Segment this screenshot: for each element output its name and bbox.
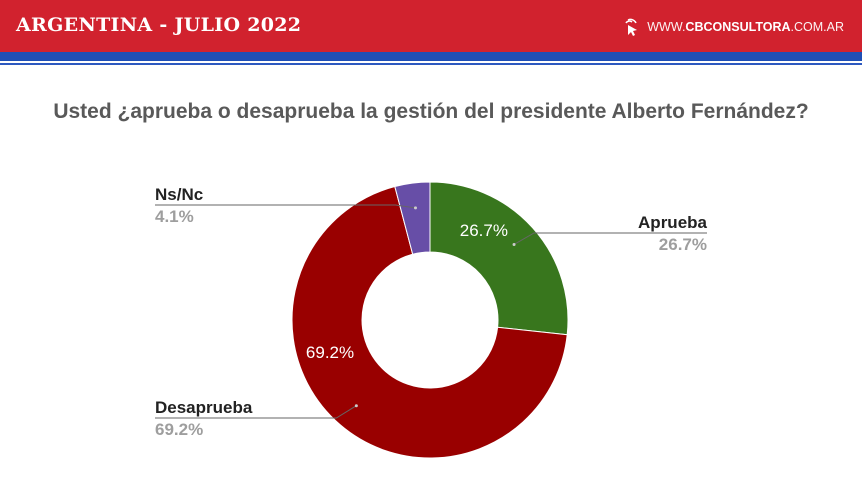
brand-link[interactable]: WWW. CBCONSULTORA .COM.AR — [621, 17, 844, 37]
page-title: ARGENTINA - JULIO 2022 — [16, 14, 302, 36]
label-value-desaprueba: 69.2% — [155, 420, 203, 439]
label-ns-nc: Ns/Nc — [155, 185, 203, 204]
label-value-aprueba: 26.7% — [659, 235, 707, 254]
label-desaprueba: Desaprueba — [155, 398, 253, 417]
slice-aprueba — [429, 181, 569, 336]
label-aprueba: Aprueba — [638, 213, 708, 232]
leader-line-aprueba — [513, 232, 707, 245]
leader-line-desaprueba — [155, 405, 357, 419]
data-label-desaprueba: 69.2% — [306, 343, 354, 362]
cursor-click-icon — [625, 18, 638, 36]
header-bar: ARGENTINA - JULIO 2022 WWW. CBCONSULTORA.… — [0, 0, 862, 52]
chart-title: Usted ¿aprueba o desaprueba la gestión d… — [53, 100, 809, 123]
brand-suffix: .COM.AR — [790, 20, 844, 34]
leader-dot-aprueba — [512, 242, 516, 246]
leader-dot-desaprueba — [354, 404, 358, 408]
slice-desaprueba — [291, 185, 568, 459]
leader-line-ns-nc — [155, 204, 416, 209]
brand-prefix: WWW. — [647, 20, 686, 34]
header-divider — [0, 63, 862, 65]
label-value-ns-nc: 4.1% — [155, 207, 194, 226]
data-label-aprueba: 26.7% — [460, 221, 508, 240]
header-stripe — [0, 52, 862, 61]
slice-ns-nc — [394, 181, 431, 255]
leader-dot-ns-nc — [413, 206, 417, 210]
brand-name: CBCONSULTORA — [685, 20, 791, 34]
